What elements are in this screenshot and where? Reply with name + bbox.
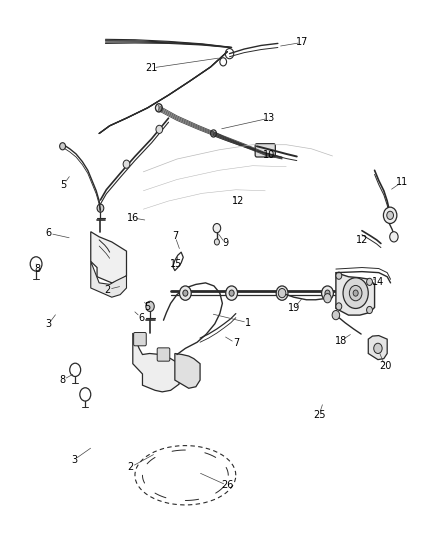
Circle shape	[336, 303, 342, 310]
Polygon shape	[133, 333, 179, 392]
FancyBboxPatch shape	[157, 348, 170, 361]
Text: 13: 13	[263, 113, 276, 123]
Circle shape	[226, 286, 237, 300]
Text: 26: 26	[221, 480, 233, 490]
Circle shape	[180, 286, 191, 300]
Circle shape	[229, 290, 234, 296]
Circle shape	[123, 160, 130, 168]
Circle shape	[146, 301, 154, 311]
Circle shape	[343, 278, 368, 309]
Text: 18: 18	[335, 336, 347, 346]
Circle shape	[367, 278, 372, 286]
Polygon shape	[91, 261, 127, 297]
Circle shape	[336, 272, 342, 279]
Text: 1: 1	[245, 318, 251, 328]
Text: 2: 2	[127, 462, 134, 472]
Circle shape	[156, 125, 162, 133]
Text: 21: 21	[145, 63, 158, 73]
Text: 6: 6	[46, 228, 52, 238]
Circle shape	[214, 239, 219, 245]
Circle shape	[279, 290, 285, 296]
Circle shape	[213, 223, 221, 233]
Circle shape	[97, 204, 104, 212]
Circle shape	[367, 306, 372, 313]
FancyBboxPatch shape	[255, 144, 276, 157]
Circle shape	[325, 290, 330, 296]
Text: 3: 3	[46, 319, 52, 329]
Circle shape	[276, 286, 288, 300]
Circle shape	[324, 294, 331, 303]
Text: 15: 15	[170, 259, 182, 269]
Text: 16: 16	[127, 213, 139, 223]
Text: 19: 19	[288, 303, 300, 313]
Circle shape	[374, 343, 382, 353]
Text: 9: 9	[222, 238, 228, 248]
Polygon shape	[368, 336, 387, 360]
Text: 8: 8	[34, 264, 40, 274]
Text: 3: 3	[71, 455, 77, 465]
Polygon shape	[175, 353, 200, 388]
Circle shape	[390, 232, 398, 242]
Circle shape	[350, 286, 362, 301]
Circle shape	[383, 207, 397, 223]
Circle shape	[387, 211, 393, 220]
Circle shape	[183, 290, 188, 296]
Text: 2: 2	[104, 285, 111, 295]
Text: 5: 5	[145, 302, 151, 312]
Circle shape	[353, 290, 358, 296]
Circle shape	[321, 286, 333, 300]
Text: 5: 5	[60, 180, 67, 190]
Circle shape	[332, 311, 340, 320]
Text: 12: 12	[356, 235, 368, 245]
FancyBboxPatch shape	[134, 333, 146, 346]
Polygon shape	[91, 232, 127, 283]
Text: 12: 12	[232, 196, 244, 206]
Text: 11: 11	[396, 177, 408, 187]
Text: 10: 10	[263, 150, 276, 160]
Text: 6: 6	[138, 313, 144, 322]
Text: 8: 8	[60, 375, 66, 385]
Text: 25: 25	[313, 410, 325, 420]
Text: 17: 17	[296, 37, 308, 47]
Text: 7: 7	[172, 231, 178, 241]
Text: 14: 14	[372, 277, 384, 287]
Circle shape	[60, 143, 66, 150]
Polygon shape	[336, 273, 374, 315]
Text: 20: 20	[379, 361, 391, 372]
Text: 7: 7	[233, 338, 239, 348]
Circle shape	[278, 288, 286, 298]
